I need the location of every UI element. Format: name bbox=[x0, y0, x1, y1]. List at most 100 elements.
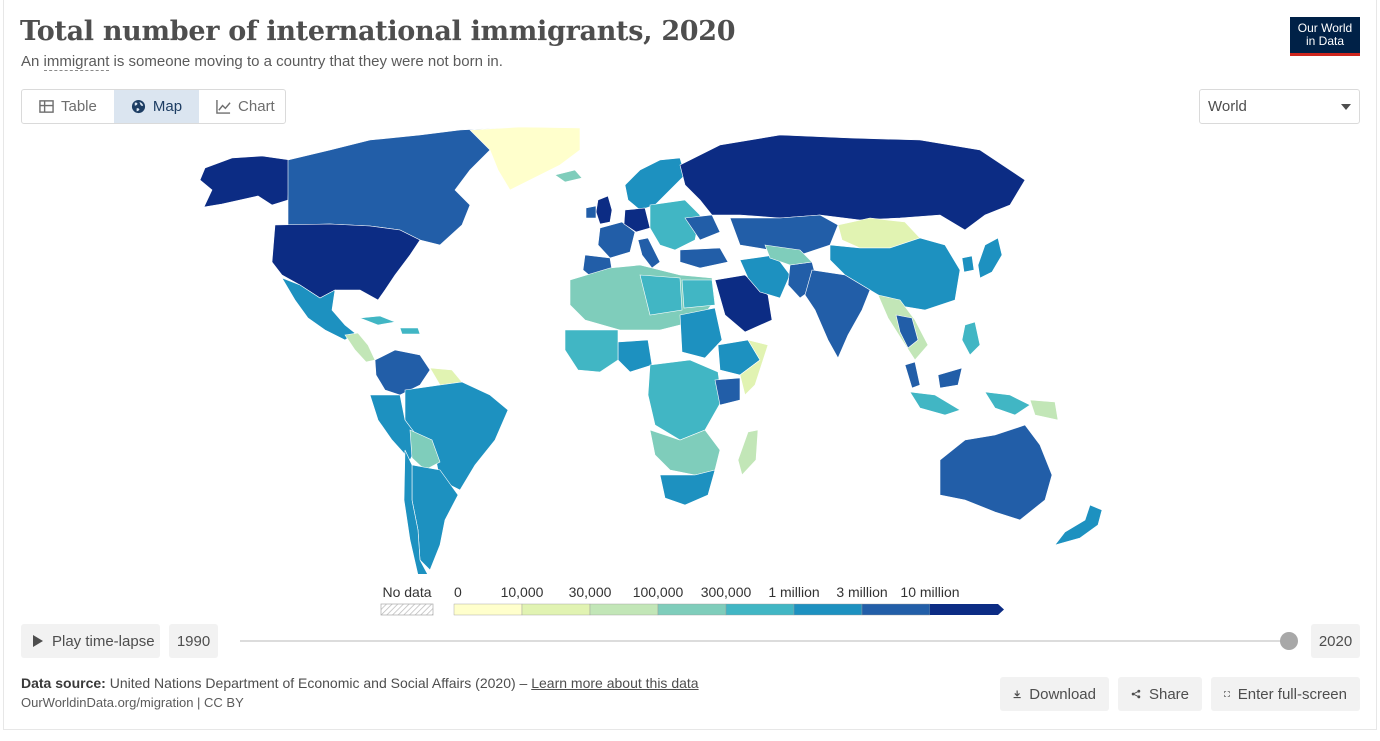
legend-label-4: 300,000 bbox=[701, 584, 752, 600]
country-sudan[interactable] bbox=[679, 307, 723, 359]
license-text[interactable]: OurWorldinData.org/migration | CC BY bbox=[21, 695, 244, 710]
region-eastern-europe[interactable] bbox=[649, 199, 701, 251]
share-icon bbox=[1131, 689, 1141, 699]
legend-label-1: 10,000 bbox=[501, 584, 544, 600]
country-nigeria[interactable] bbox=[617, 339, 653, 373]
country-colombia[interactable] bbox=[374, 349, 431, 396]
country-egypt[interactable] bbox=[681, 279, 716, 309]
country-indonesia[interactable] bbox=[909, 391, 1031, 416]
legend-label-6: 3 million bbox=[836, 584, 887, 600]
country-united-kingdom[interactable] bbox=[595, 195, 613, 225]
country-united-states[interactable] bbox=[271, 223, 421, 301]
country-japan[interactable] bbox=[977, 237, 1003, 279]
region-caribbean[interactable] bbox=[359, 315, 421, 335]
region-central-africa[interactable] bbox=[647, 359, 723, 441]
download-label: Download bbox=[1029, 685, 1096, 703]
owid-logo[interactable]: Our World in Data bbox=[1290, 17, 1360, 56]
country-malaysia[interactable] bbox=[904, 361, 963, 389]
learn-more-link[interactable]: Learn more about this data bbox=[531, 675, 699, 691]
legend-bins: 0 10,000 30,000 100,000 300,000 1 million 3 mi… bbox=[453, 584, 1004, 616]
country-bolivia[interactable] bbox=[409, 429, 441, 471]
legend-swatch-2 bbox=[589, 603, 659, 616]
play-timelapse-label: Play time-lapse bbox=[52, 632, 155, 650]
map-legend: No data 0 10,000 30,000 100,000 300,000 1 mil… bbox=[380, 584, 1004, 616]
logo-line-2: in Data bbox=[1305, 34, 1345, 48]
region-central-america[interactable] bbox=[344, 332, 376, 363]
country-kenya[interactable] bbox=[714, 377, 741, 406]
country-thailand[interactable] bbox=[895, 314, 919, 349]
play-icon bbox=[33, 635, 43, 647]
tab-table[interactable]: Table bbox=[22, 90, 114, 123]
region-central-asia[interactable] bbox=[764, 244, 813, 266]
timeline-controls: Play time-lapse 1990 2020 bbox=[21, 624, 1360, 658]
legend-label-2: 30,000 bbox=[569, 584, 612, 600]
legend-label-0: 0 bbox=[454, 584, 462, 600]
subtitle-prefix: An bbox=[21, 53, 44, 70]
legend-swatch-7 bbox=[930, 604, 1004, 615]
timeline-track[interactable] bbox=[240, 640, 1290, 642]
chevron-down-icon bbox=[1341, 103, 1351, 110]
country-south-africa[interactable] bbox=[659, 469, 716, 506]
country-mexico[interactable] bbox=[281, 277, 356, 341]
download-button[interactable]: Download bbox=[1000, 677, 1109, 711]
region-west-africa[interactable] bbox=[564, 329, 619, 373]
country-iceland[interactable] bbox=[554, 169, 583, 183]
country-ireland[interactable] bbox=[585, 205, 597, 219]
page-subtitle: An immigrant is someone moving to a coun… bbox=[21, 53, 503, 71]
data-source: Data source: United Nations Department o… bbox=[21, 675, 699, 691]
country-australia[interactable] bbox=[939, 424, 1053, 521]
line-chart-icon bbox=[216, 99, 231, 114]
country-libya[interactable] bbox=[639, 274, 683, 316]
legend-swatch-0 bbox=[453, 603, 523, 616]
fullscreen-button[interactable]: Enter full-screen bbox=[1211, 677, 1360, 711]
country-papua-new-guinea[interactable] bbox=[1029, 399, 1059, 421]
legend-swatch-6 bbox=[861, 603, 931, 616]
tab-table-label: Table bbox=[61, 98, 97, 115]
tab-chart-label: Chart bbox=[238, 98, 275, 115]
region-scandinavia[interactable] bbox=[624, 157, 686, 211]
entity-selector[interactable]: World bbox=[1199, 89, 1360, 124]
country-italy[interactable] bbox=[637, 237, 661, 269]
timeline-handle[interactable] bbox=[1280, 632, 1298, 650]
country-greenland[interactable] bbox=[469, 126, 581, 191]
start-year-label[interactable]: 1990 bbox=[169, 624, 218, 658]
country-somalia[interactable] bbox=[739, 339, 769, 396]
play-timelapse-button[interactable]: Play time-lapse bbox=[21, 624, 160, 658]
view-tabs: Table Map Chart bbox=[21, 89, 286, 124]
country-india[interactable] bbox=[804, 269, 871, 359]
country-russia[interactable] bbox=[679, 134, 1026, 231]
legend-swatch-5 bbox=[793, 603, 863, 616]
expand-icon bbox=[1224, 691, 1230, 697]
country-chile[interactable] bbox=[403, 449, 428, 574]
legend-swatch-3 bbox=[657, 603, 727, 616]
legend-no-data-label: No data bbox=[382, 584, 431, 600]
data-source-text: United Nations Department of Economic an… bbox=[105, 675, 532, 691]
table-icon bbox=[39, 100, 54, 113]
tab-map[interactable]: Map bbox=[113, 90, 200, 123]
legend-swatch-1 bbox=[521, 603, 591, 616]
chart-frame bbox=[3, 0, 1377, 730]
fullscreen-label: Enter full-screen bbox=[1237, 685, 1347, 703]
country-new-zealand[interactable] bbox=[1054, 504, 1103, 546]
country-united-states-alaska[interactable] bbox=[199, 155, 291, 208]
country-south-korea[interactable] bbox=[961, 255, 975, 273]
legend-swatch-4 bbox=[725, 603, 795, 616]
end-year-label[interactable]: 2020 bbox=[1311, 624, 1360, 658]
country-turkey[interactable] bbox=[679, 247, 729, 269]
country-france[interactable] bbox=[597, 221, 636, 259]
globe-icon bbox=[131, 99, 145, 114]
share-button[interactable]: Share bbox=[1118, 677, 1202, 711]
legend-label-3: 100,000 bbox=[633, 584, 684, 600]
immigrant-definition-link[interactable]: immigrant bbox=[43, 53, 110, 71]
country-philippines[interactable] bbox=[961, 321, 981, 356]
world-map bbox=[199, 126, 1103, 574]
country-germany[interactable] bbox=[623, 207, 651, 233]
tab-map-label: Map bbox=[152, 98, 183, 115]
tab-chart[interactable]: Chart bbox=[199, 90, 292, 123]
data-source-label: Data source: bbox=[21, 675, 106, 691]
country-madagascar[interactable] bbox=[737, 429, 759, 476]
logo-line-1: Our World bbox=[1297, 21, 1353, 35]
download-icon bbox=[1013, 690, 1021, 699]
country-ukraine[interactable] bbox=[684, 214, 721, 241]
entity-selector-value: World bbox=[1208, 98, 1247, 115]
